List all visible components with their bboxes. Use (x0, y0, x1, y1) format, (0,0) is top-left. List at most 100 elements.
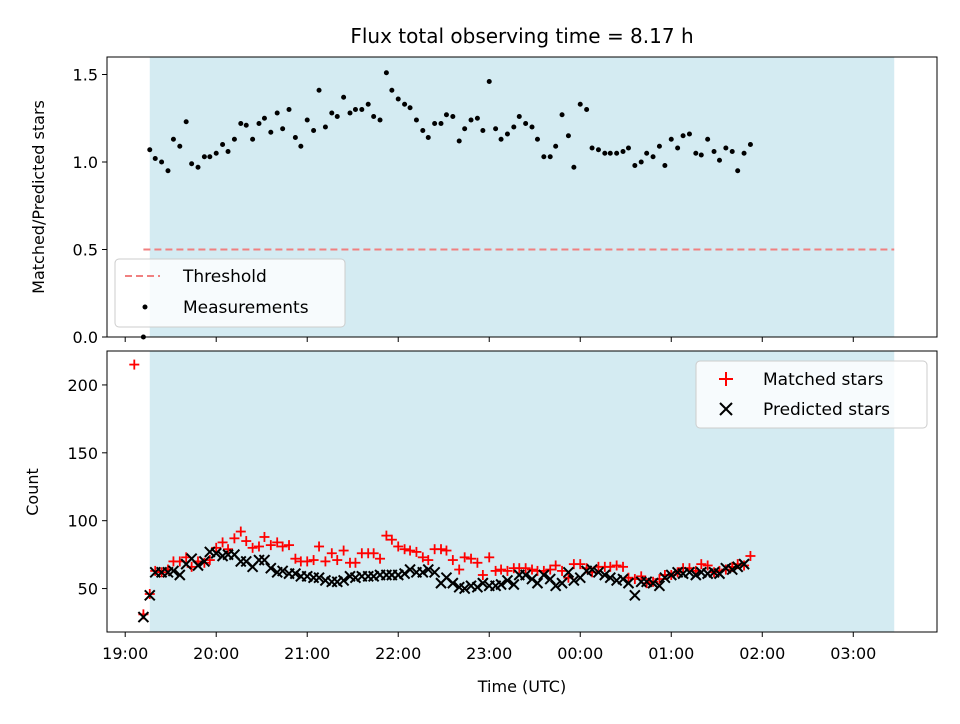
matched-star-point (332, 555, 343, 566)
measurement-point (286, 107, 292, 112)
measurement-point (231, 136, 237, 142)
predicted-star-point (738, 558, 750, 570)
measurement-point (504, 131, 510, 137)
predicted-star-point (549, 580, 562, 592)
measurement-point (443, 112, 449, 118)
legend-measurements-swatch (142, 304, 148, 310)
matched-star-point (454, 564, 465, 575)
matched-star-point (557, 565, 568, 576)
measurement-point (638, 159, 644, 165)
predicted-star-point (289, 567, 302, 580)
xtick-label: 20:00 (193, 644, 239, 663)
measurement-point (656, 143, 662, 149)
matched-star-point (223, 544, 234, 555)
measurement-point (220, 142, 226, 147)
measurement-point (595, 147, 601, 153)
measurement-point (243, 122, 249, 128)
measurement-point (632, 163, 638, 168)
legend-threshold-label: Threshold (182, 267, 267, 287)
predicted-star-point (337, 574, 350, 587)
measurement-point (250, 136, 256, 142)
top-ytick-label: 0.0 (73, 328, 98, 347)
xtick-label: 01:00 (648, 644, 694, 663)
measurement-point (511, 124, 517, 130)
measurement-point (365, 101, 371, 107)
measurement-point (159, 159, 165, 165)
measurement-point (723, 145, 729, 151)
measurement-point (292, 135, 298, 140)
matched-star-point (447, 555, 458, 566)
measurement-point (480, 128, 486, 133)
measurement-point (383, 70, 389, 76)
top-ytick-label: 1.5 (73, 66, 98, 85)
predicted-star-point (622, 577, 635, 589)
matched-star-point (277, 541, 288, 552)
predicted-star-point (210, 547, 222, 559)
matched-star-point (386, 534, 397, 545)
top-ytick-label: 1.0 (73, 153, 98, 172)
matched-star-point (375, 553, 386, 564)
predicted-star-point (653, 580, 666, 592)
measurement-point (498, 136, 504, 142)
measurement-point (189, 161, 195, 167)
measurement-point (456, 138, 462, 144)
measurement-point (559, 112, 565, 118)
bottom-ytick-label: 100 (67, 512, 98, 531)
predicted-star-point (568, 574, 580, 587)
measurement-point (474, 115, 480, 121)
measurement-point (322, 124, 328, 130)
matched-star-point (423, 555, 434, 566)
measurement-point (686, 131, 692, 137)
bottom-legend-box (695, 360, 928, 429)
predicted-star-point (683, 566, 696, 578)
xtick-label: 23:00 (466, 644, 512, 663)
matched-star-point (745, 550, 756, 561)
predicted-star-point (731, 561, 744, 573)
matched-star-point (241, 536, 252, 547)
matched-star-point (417, 552, 428, 563)
matched-star-point (618, 561, 629, 572)
measurement-point (147, 147, 153, 153)
predicted-star-point (174, 569, 186, 581)
measurement-point (534, 136, 540, 142)
measurement-point (377, 117, 383, 123)
legend-predicted-label: Predicted stars (763, 400, 890, 420)
matched-star-point (436, 544, 447, 555)
predicted-star-point (458, 582, 471, 595)
matched-star-point (520, 563, 531, 574)
measurement-point (516, 114, 522, 119)
measurement-point (438, 121, 444, 126)
measurement-point (675, 145, 681, 151)
matched-star-point (702, 560, 713, 571)
measurement-point (589, 145, 595, 151)
predicted-star-point (519, 569, 532, 581)
xtick-label: 22:00 (375, 644, 421, 663)
matched-star-point (605, 561, 616, 572)
measurement-point (625, 145, 631, 151)
matched-star-point (247, 542, 258, 553)
measurement-point (359, 107, 365, 112)
matched-star-point (253, 541, 264, 552)
legend-predicted-swatch (719, 402, 733, 416)
predicted-star-point (647, 577, 659, 589)
measurement-point (201, 154, 207, 160)
measurement-point (565, 133, 571, 139)
measurement-point (711, 149, 717, 154)
predicted-star-point (144, 589, 156, 602)
matched-star-point (696, 559, 707, 570)
measurement-point (177, 143, 183, 149)
predicted-star-point (404, 563, 416, 576)
top-y-axis-label: Matched/Predicted stars (29, 100, 48, 294)
measurement-point (329, 110, 335, 116)
measurement-point (741, 150, 747, 156)
measurement-point (183, 119, 189, 125)
predicted-star-point (258, 554, 271, 566)
matched-star-point (411, 546, 422, 557)
matched-star-point (265, 540, 276, 551)
legend-measurements-label: Measurements (183, 298, 309, 318)
matched-star-point (399, 544, 410, 555)
predicted-star-point (495, 578, 507, 591)
measurement-point (311, 128, 317, 133)
measurement-point (602, 150, 608, 156)
measurement-point (571, 164, 577, 170)
